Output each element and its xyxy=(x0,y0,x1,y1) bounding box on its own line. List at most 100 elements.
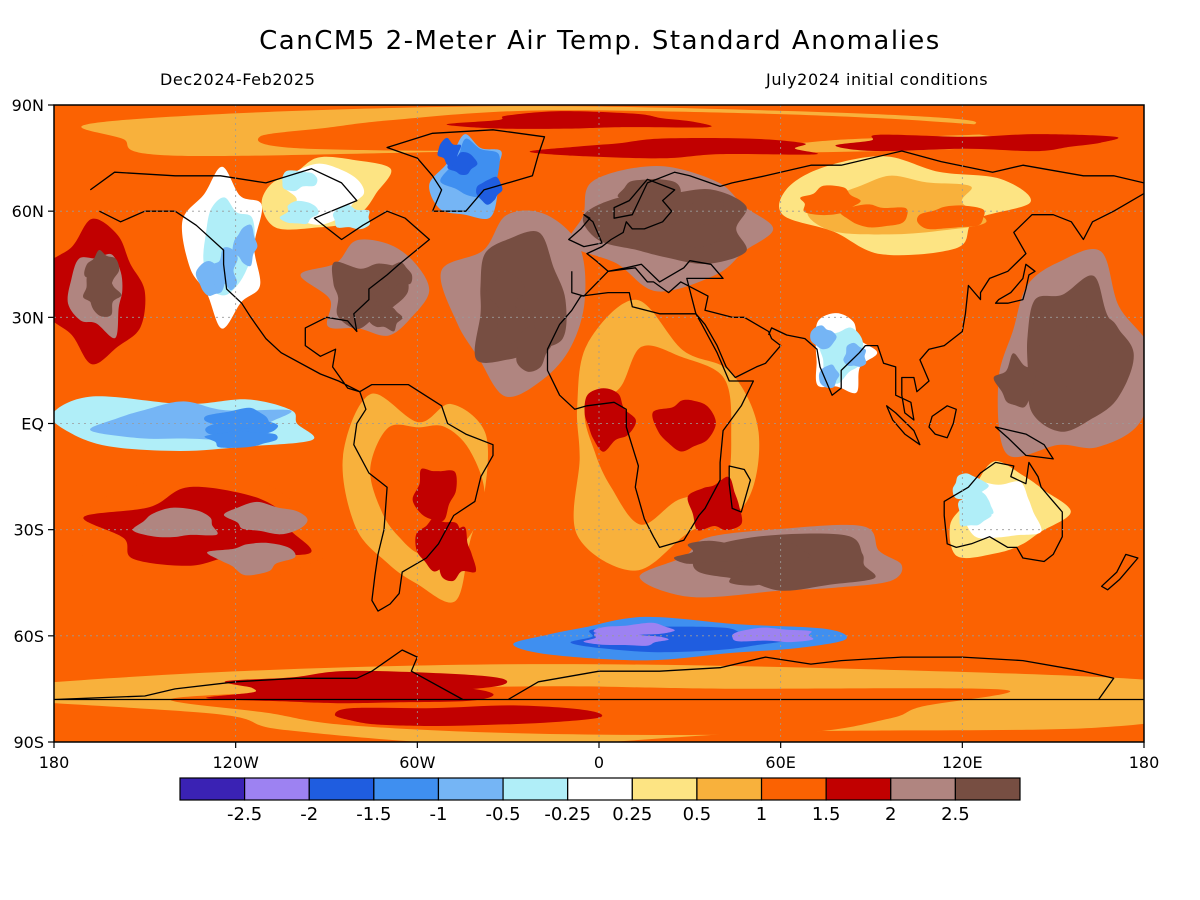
colorbar-label: -0.5 xyxy=(486,804,521,825)
anomaly-patch xyxy=(840,204,908,228)
coastline xyxy=(89,168,431,393)
anomaly-patch xyxy=(446,111,712,129)
anomaly-patch xyxy=(732,627,814,643)
colorbar-label: -0.25 xyxy=(544,804,591,825)
anomaly-patch xyxy=(673,540,749,564)
anomaly-patch xyxy=(412,468,457,522)
anomaly-patch xyxy=(584,345,732,525)
anomaly-patch xyxy=(257,110,1032,151)
colorbar-swatch xyxy=(567,777,633,801)
coastlines xyxy=(54,129,1144,701)
anomaly-patch xyxy=(346,281,378,313)
colorbar-swatch xyxy=(825,777,892,801)
lat-tick-label: 60N xyxy=(12,202,44,221)
lon-tick-label: 60W xyxy=(399,753,435,772)
coastline xyxy=(1100,553,1139,591)
anomaly-patch xyxy=(224,670,508,694)
coastline xyxy=(386,129,546,212)
anomaly-patch xyxy=(835,134,1119,152)
colorbar-label: -2 xyxy=(300,804,318,825)
anomaly-patch xyxy=(717,561,789,586)
colorbar-swatch xyxy=(760,777,827,801)
coastline xyxy=(928,405,957,439)
anomaly-patch xyxy=(368,305,403,332)
lat-tick-label: 30S xyxy=(13,521,44,540)
anomaly-patch xyxy=(687,476,743,531)
lat-tick-label: 30N xyxy=(12,308,44,327)
forecast-period: Dec2024-Feb2025 xyxy=(160,70,316,89)
lat-tick-label: EQ xyxy=(21,415,44,434)
lat-tick-label: 90S xyxy=(13,733,44,752)
colorbar-swatch xyxy=(502,777,569,801)
anomaly-patch xyxy=(652,399,716,452)
coastline xyxy=(546,291,755,549)
coastline xyxy=(728,465,752,513)
colorbar-label: 0.5 xyxy=(683,804,712,825)
coastline xyxy=(885,405,921,446)
colorbar-label: -1.5 xyxy=(356,804,391,825)
anomaly-patch xyxy=(447,152,478,176)
colorbar-label: 1.5 xyxy=(812,804,841,825)
colorbar-swatch xyxy=(696,777,763,801)
anomaly-patch xyxy=(279,200,319,225)
chart-title: CanCM5 2-Meter Air Temp. Standard Anomal… xyxy=(259,26,941,56)
coastline xyxy=(568,214,603,248)
anomaly-patch xyxy=(232,224,258,267)
anomaly-patch xyxy=(669,218,724,248)
colorbar-swatch xyxy=(954,777,1021,801)
anomaly-patch xyxy=(593,622,675,636)
colorbar-label: -1 xyxy=(429,804,447,825)
coastline xyxy=(943,461,1063,563)
anomaly-patch xyxy=(132,507,218,538)
lat-tick-label: 90N xyxy=(12,96,44,115)
anomaly-patch xyxy=(223,501,308,535)
colorbar-swatch xyxy=(373,777,440,801)
anomaly-patch xyxy=(476,176,503,205)
lon-tick-label: 180 xyxy=(1129,753,1160,772)
anomaly-patch xyxy=(818,364,840,389)
lon-tick-label: 120W xyxy=(212,753,259,772)
lon-tick-label: 180 xyxy=(39,753,70,772)
colorbar-swatch xyxy=(308,777,375,801)
colorbar-swatch xyxy=(179,777,246,801)
anomaly-patch xyxy=(733,543,811,564)
lat-tick-label: 60S xyxy=(13,627,44,646)
coastline xyxy=(54,649,1144,701)
anomaly-patch xyxy=(486,267,526,319)
anomaly-patch xyxy=(843,342,867,367)
colorbar-label: 1 xyxy=(756,804,767,825)
colorbar-label: 2 xyxy=(885,804,896,825)
colorbar-label: -2.5 xyxy=(227,804,262,825)
coastline xyxy=(994,263,1036,304)
colorbar-swatch xyxy=(631,777,698,801)
coastline xyxy=(353,383,494,612)
coastline xyxy=(994,426,1054,460)
anomaly-patch xyxy=(800,185,861,216)
anomaly-patch xyxy=(516,326,552,372)
colorbar-label: 2.5 xyxy=(941,804,970,825)
anomaly-field xyxy=(54,105,1144,742)
lon-tick-label: 60E xyxy=(765,753,795,772)
lon-tick-label: 120E xyxy=(942,753,983,772)
anomaly-patch xyxy=(437,137,462,166)
anomaly-patch xyxy=(681,195,736,226)
anomaly-patch xyxy=(83,275,110,313)
anomaly-patch xyxy=(204,430,278,449)
graticule xyxy=(54,105,1144,742)
anomaly-patch xyxy=(377,262,413,292)
anomaly-patch xyxy=(529,137,818,159)
anomaly-patch xyxy=(334,705,603,727)
anomaly-patch xyxy=(810,325,837,350)
coastline xyxy=(768,192,1144,421)
anomaly-patch xyxy=(583,632,669,646)
anomaly-patch xyxy=(993,353,1037,408)
colorbar-swatch xyxy=(244,777,310,801)
lon-tick-label: 0 xyxy=(594,753,604,772)
anomaly-patch xyxy=(212,247,238,291)
initial-conditions: July2024 initial conditions xyxy=(766,70,989,89)
anomaly-patch xyxy=(1060,339,1103,393)
colorbar-swatch xyxy=(890,777,956,801)
coastline xyxy=(571,150,1144,379)
